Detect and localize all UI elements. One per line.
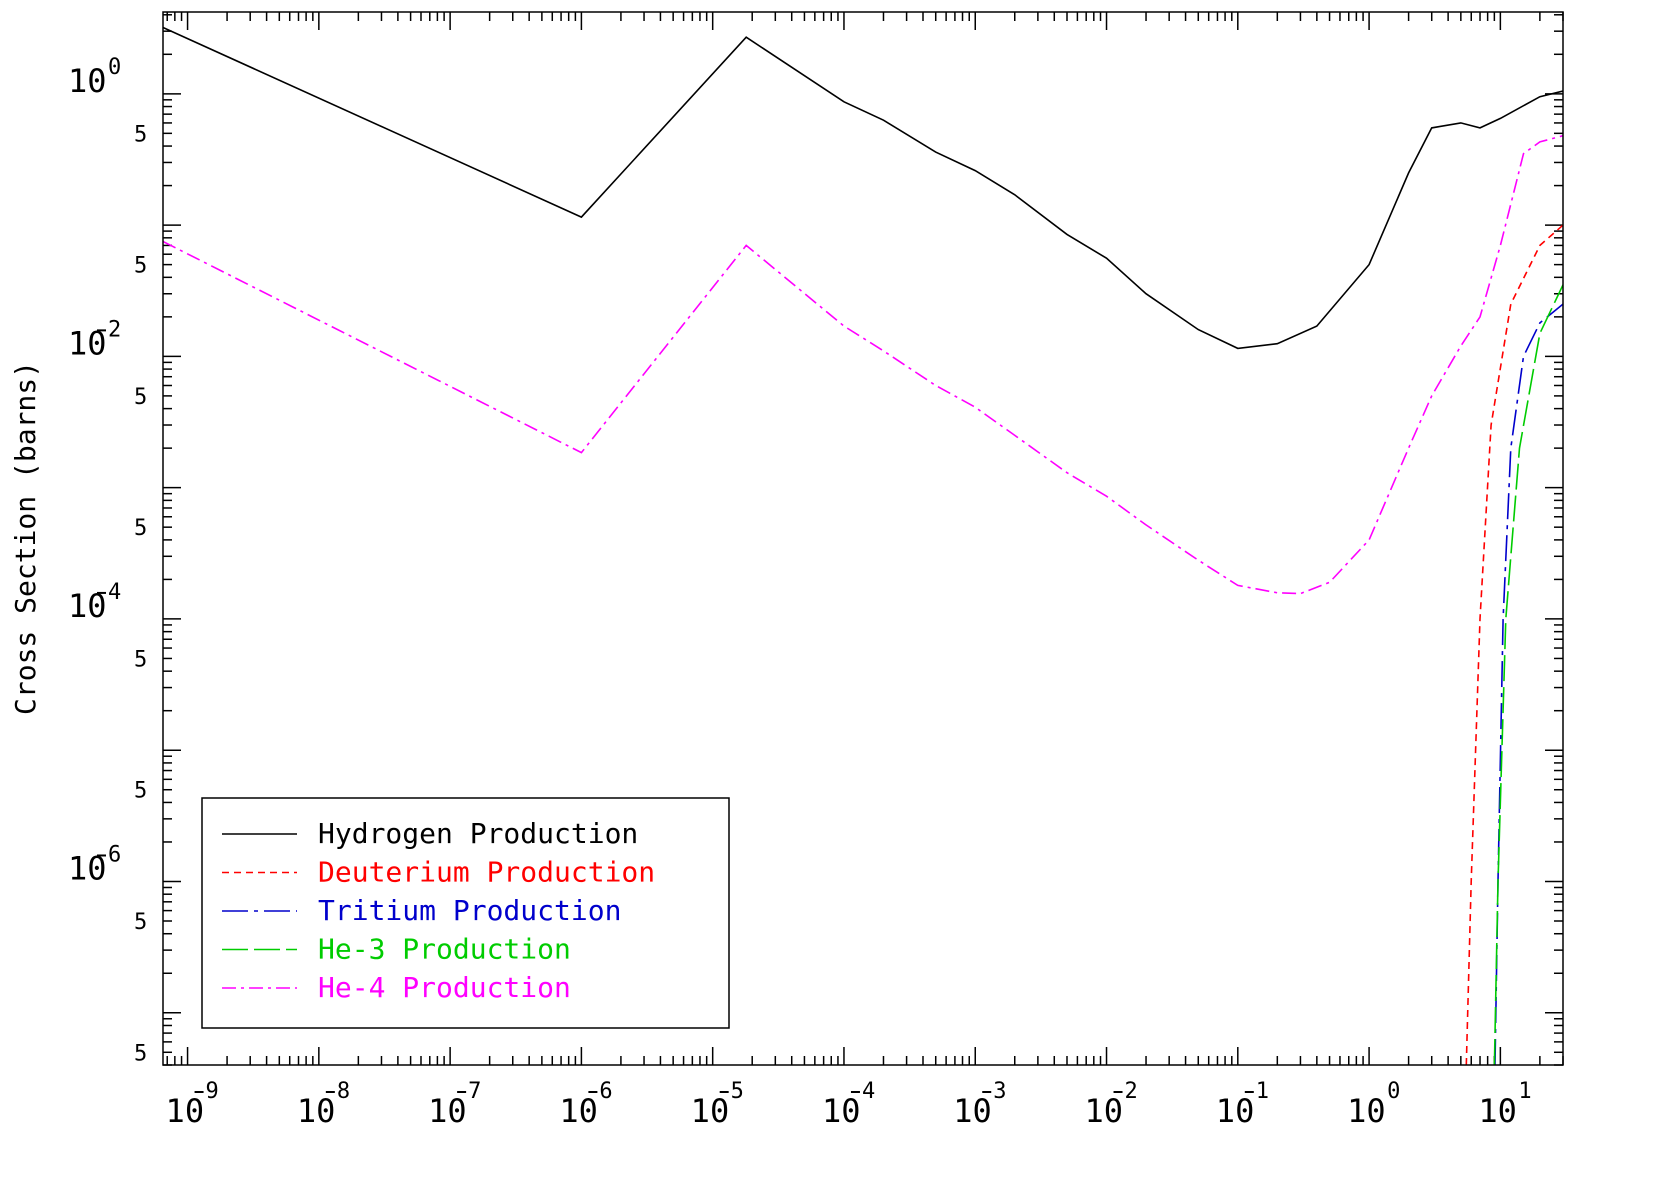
legend-box xyxy=(201,797,730,1029)
series-he-3-production xyxy=(1493,284,1563,1065)
y-tick-exponent: 6 xyxy=(108,842,121,867)
x-tick-exponent: 5 xyxy=(731,1079,744,1104)
legend-entries: Hydrogen Production Deuterium Production T… xyxy=(222,817,655,1004)
series-tritium-production xyxy=(1494,303,1563,1065)
y-tick-label: 10 xyxy=(68,62,107,100)
x-tick-exponent: 0 xyxy=(1387,1079,1400,1104)
legend: Hydrogen Production Deuterium Production T… xyxy=(201,797,730,1029)
x-tick-label: 10 xyxy=(166,1092,205,1130)
x-tick-exponent: 1 xyxy=(1518,1079,1531,1104)
y-axis-label: Cross Section (barns) xyxy=(9,361,42,715)
x-tick-label: 10 xyxy=(1085,1092,1124,1130)
x-tick-exponent: 4 xyxy=(862,1079,875,1104)
y-minor-label: 5 xyxy=(134,1041,147,1066)
y-minor-label: 5 xyxy=(134,910,147,935)
y-tick-exponent: 2 xyxy=(108,317,121,342)
x-tick-exponent: 2 xyxy=(1125,1079,1138,1104)
x-tick-exponent: 9 xyxy=(206,1079,219,1104)
x-tick-label: 10 xyxy=(691,1092,730,1130)
x-tick-label: 10 xyxy=(822,1092,861,1130)
x-tick-label: 10 xyxy=(1347,1092,1386,1130)
x-tick-label: 10 xyxy=(428,1092,467,1130)
y-minor-label: 5 xyxy=(134,254,147,279)
y-tick-exponent: 0 xyxy=(108,55,121,80)
y-minor-label: 5 xyxy=(134,779,147,804)
minor-ticks xyxy=(163,12,1564,1066)
legend-label: Hydrogen Production xyxy=(318,817,638,850)
y-minor-label: 5 xyxy=(134,122,147,147)
x-tick-exponent: 3 xyxy=(993,1079,1006,1104)
x-tick-label: 10 xyxy=(1478,1092,1517,1130)
legend-label: Deuterium Production xyxy=(318,856,655,889)
y-minor-label: 5 xyxy=(134,647,147,672)
x-tick-label: 10 xyxy=(1216,1092,1255,1130)
x-tick-exponent: 6 xyxy=(599,1079,612,1104)
y-minor-label: 5 xyxy=(134,516,147,541)
plot-frame xyxy=(162,11,1564,1066)
x-tick-label: 10 xyxy=(559,1092,598,1130)
legend-label: He-3 Production xyxy=(318,933,571,966)
x-tick-exponent: 1 xyxy=(1256,1079,1269,1104)
y-minor-label: 5 xyxy=(134,385,147,410)
x-tick-exponent: 8 xyxy=(337,1079,350,1104)
y-tick-exponent: 4 xyxy=(108,580,121,605)
legend-label: Tritium Production xyxy=(318,894,621,927)
series-lines xyxy=(163,26,1563,1065)
x-tick-label: 10 xyxy=(297,1092,336,1130)
legend-label: He-4 Production xyxy=(318,971,571,1004)
series-he-4-production xyxy=(163,134,1563,595)
x-tick-label: 10 xyxy=(953,1092,992,1130)
series-deuterium-production xyxy=(1465,224,1563,1065)
series-hydrogen-production xyxy=(163,26,1563,350)
x-tick-exponent: 7 xyxy=(468,1079,481,1104)
